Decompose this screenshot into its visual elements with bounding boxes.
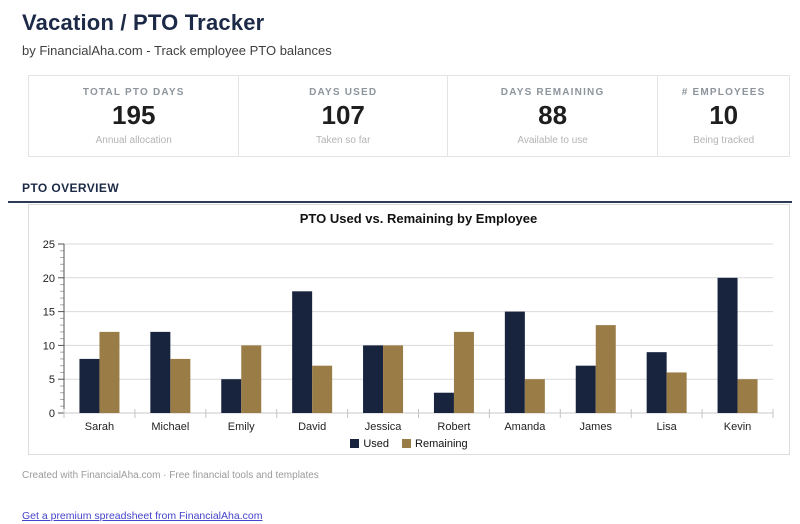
bar-remaining-Robert [453,331,474,413]
bar-remaining-Michael [170,358,191,413]
legend-label: Used [363,437,390,450]
bar-remaining-Emily [241,344,262,413]
y-axis-label: 5 [49,374,55,386]
x-axis-label: Lisa [657,421,678,433]
stat-value: 195 [112,100,156,130]
bar-used-Robert [433,392,454,413]
y-axis-label: 20 [43,272,55,284]
bar-remaining-Lisa [666,372,687,413]
stat-value: 88 [538,100,568,130]
bar-remaining-David [312,365,333,413]
stat-label: TOTAL PTO DAYS [82,87,185,98]
footer-credit: Created with FinancialAha.com · Free fin… [22,469,319,481]
page-subtitle: by FinancialAha.com - Track employee PTO… [22,43,332,58]
pto-bar-chart: PTO Used vs. Remaining by Employee 0 5 10 15… [43,211,774,433]
bar-used-Kevin [717,277,738,413]
stat-card-days-used: DAYS USED 107 Taken so far [238,76,446,156]
page-title: Vacation / PTO Tracker [22,10,265,35]
stat-sublabel: Available to use [517,134,588,146]
y-axis-label: 10 [43,340,55,352]
chart-legend: Used Remaining [29,438,789,450]
stat-card-total-pto-days: TOTAL PTO DAYS 195 Annual allocation [29,76,238,156]
section-divider [8,200,792,203]
y-axis-label: 25 [43,239,55,251]
bar-remaining-Sarah [99,331,120,413]
stat-label: # EMPLOYEES [681,87,766,98]
legend-swatch [402,439,412,449]
stat-sublabel: Taken so far [315,134,371,146]
bar-used-Jessica [363,344,384,413]
bar-used-Sarah [79,358,100,413]
legend-swatch [350,439,360,449]
x-axis-label: Sarah [85,421,114,433]
y-axis-label: 15 [43,306,55,318]
legend-label: Remaining [415,437,468,450]
stat-label: DAYS USED [309,87,378,98]
bar-used-Michael [150,331,171,413]
x-axis-label: Amanda [504,421,546,433]
bar-used-Lisa [646,351,667,413]
premium-spreadsheet-link[interactable]: Get a premium spreadsheet from Financial… [22,509,263,522]
x-axis-label: Kevin [724,421,752,433]
chart-title: PTO Used vs. Remaining by Employee [300,211,537,226]
x-axis-label: David [298,421,326,433]
bar-used-James [575,365,596,413]
x-axis-label: Robert [437,421,470,433]
y-axis-label: 0 [49,408,55,420]
section-title-pto-overview: PTO OVERVIEW [22,180,120,195]
stat-sublabel: Being tracked [693,134,755,146]
bar-used-David [292,290,313,413]
stats-row: TOTAL PTO DAYS 195 Annual allocation DAY… [28,75,790,157]
bar-remaining-Kevin [737,378,758,413]
stat-value: 107 [321,100,365,130]
stat-card-days-remaining: DAYS REMAINING 88 Available to use [446,76,657,156]
bar-remaining-Amanda [524,378,545,413]
stat-card-employees: # EMPLOYEES 10 Being tracked [657,76,789,156]
legend-item-used: Used [350,438,389,450]
bar-used-Emily [221,378,242,413]
x-axis-label: James [580,421,613,433]
x-axis-label: Emily [228,421,255,433]
pto-chart-panel: PTO Used vs. Remaining by Employee 0 5 10 15… [28,203,790,455]
page: Vacation / PTO Tracker by FinancialAha.c… [0,10,800,524]
stat-value: 10 [709,100,739,130]
bar-remaining-James [595,324,616,413]
bar-remaining-Jessica [383,344,404,413]
stat-sublabel: Annual allocation [95,134,172,146]
stat-label: DAYS REMAINING [500,87,605,98]
x-axis-label: Michael [151,421,189,433]
legend-item-remaining: Remaining [402,438,468,450]
bar-used-Amanda [504,311,525,413]
x-axis-label: Jessica [365,421,403,433]
